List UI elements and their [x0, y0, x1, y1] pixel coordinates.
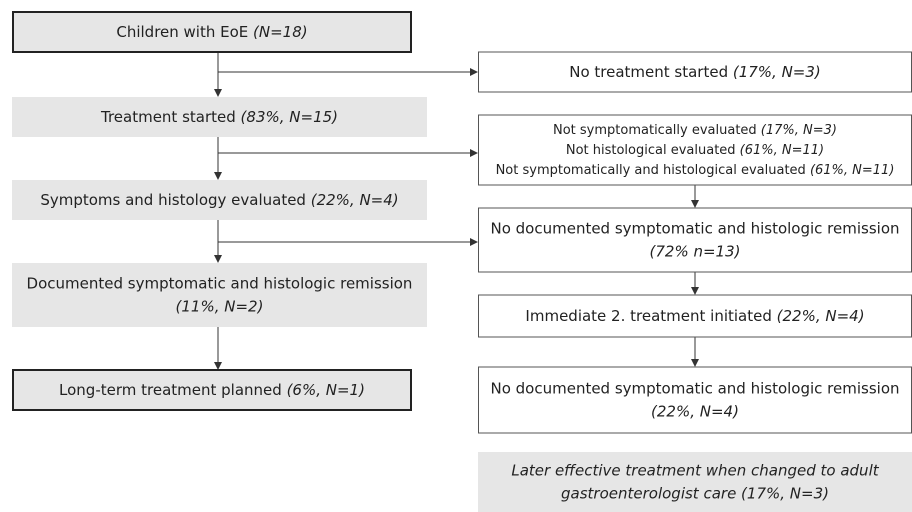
detail: (17%, N=3)	[761, 123, 837, 138]
node: Not symptomatically evaluated (17%, N=3)…	[478, 114, 912, 186]
label: No documented symptomatic and histologic…	[490, 219, 899, 237]
detail: (72% n=13)	[650, 242, 741, 260]
label: Symptoms and histology evaluated	[40, 191, 310, 209]
label: Immediate 2. treatment initiated	[525, 307, 776, 325]
label: Long-term treatment planned	[59, 381, 287, 399]
node-box	[12, 180, 427, 220]
node: No treatment started (17%, N=3)	[478, 51, 912, 93]
node: Treatment started (83%, N=15)	[12, 97, 427, 137]
node-text: Long-term treatment planned (6%, N=1)	[59, 381, 365, 399]
node: Immediate 2. treatment initiated (22%, N…	[478, 294, 912, 338]
node: No documented symptomatic and histologic…	[478, 207, 912, 273]
label: Not histological evaluated	[566, 143, 740, 158]
node-box	[478, 207, 912, 273]
detail: (22%, N=4)	[777, 307, 865, 325]
node-box	[478, 114, 912, 186]
node-text: No treatment started (17%, N=3)	[569, 63, 821, 81]
detail: (22%, N=4)	[311, 191, 399, 209]
node-box	[12, 97, 427, 137]
node-text: Later effective treatment when changed t…	[511, 461, 879, 479]
detail: (61%, N=11)	[740, 143, 824, 158]
label: No documented symptomatic and histologic…	[490, 379, 899, 397]
node-box	[12, 11, 412, 53]
label: Treatment started	[100, 108, 241, 126]
label: Documented symptomatic and histologic re…	[27, 274, 413, 292]
connectors	[214, 52, 699, 370]
detail: (61%, N=11)	[810, 163, 894, 178]
detail: (6%, N=1)	[287, 381, 365, 399]
label: Not symptomatically evaluated	[553, 123, 761, 138]
node: Later effective treatment when changed t…	[478, 452, 912, 512]
node-text: No documented symptomatic and histologic…	[490, 379, 899, 397]
detail: (17%, N=3)	[733, 63, 821, 81]
node: Documented symptomatic and histologic re…	[12, 263, 427, 327]
node-text: (72% n=13)	[650, 242, 741, 260]
detail: Later effective treatment when changed t…	[511, 461, 879, 479]
detail: (N=18)	[253, 23, 308, 41]
node-text: gastroenterologist care (17%, N=3)	[561, 484, 829, 502]
node-box	[12, 263, 427, 327]
node-text: (22%, N=4)	[651, 402, 739, 420]
detail: (11%, N=2)	[176, 297, 264, 315]
label: No treatment started	[569, 63, 733, 81]
node-text: Children with EoE (N=18)	[116, 23, 307, 41]
node-text: Symptoms and histology evaluated (22%, N…	[40, 191, 398, 209]
node-box	[478, 51, 912, 93]
detail: (22%, N=4)	[651, 402, 739, 420]
detail: (83%, N=15)	[241, 108, 338, 126]
label: Children with EoE	[116, 23, 253, 41]
detail: gastroenterologist care (17%, N=3)	[561, 484, 829, 502]
node-text: Not symptomatically evaluated (17%, N=3)	[553, 123, 837, 138]
node: Long-term treatment planned (6%, N=1)	[12, 369, 412, 411]
node-text: Not histological evaluated (61%, N=11)	[566, 143, 824, 158]
node-box	[478, 452, 912, 512]
node: No documented symptomatic and histologic…	[478, 366, 912, 434]
node-text: Immediate 2. treatment initiated (22%, N…	[525, 307, 864, 325]
node-text: Treatment started (83%, N=15)	[100, 108, 338, 126]
node-box	[478, 366, 912, 434]
node-box	[12, 369, 412, 411]
node-text: No documented symptomatic and histologic…	[490, 219, 899, 237]
node-text: Documented symptomatic and histologic re…	[27, 274, 413, 292]
label: Not symptomatically and histological eva…	[496, 163, 810, 178]
node: Children with EoE (N=18)	[12, 11, 412, 53]
node-text: (11%, N=2)	[176, 297, 264, 315]
node: Symptoms and histology evaluated (22%, N…	[12, 180, 427, 220]
node-text: Not symptomatically and histological eva…	[496, 163, 895, 178]
node-box	[478, 294, 912, 338]
